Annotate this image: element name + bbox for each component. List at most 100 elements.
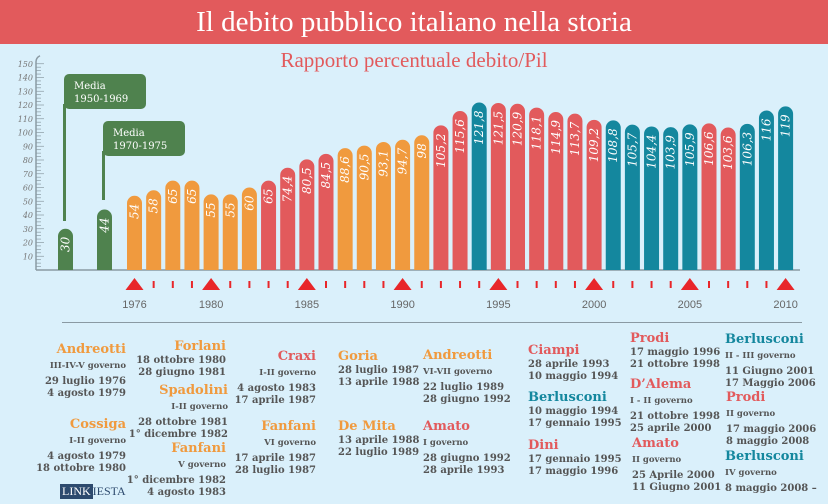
government-date: 28 giugno 1992: [423, 453, 511, 464]
government-date: 21 ottobre 1998: [630, 358, 720, 370]
government-date: 22 luglio 1989: [423, 382, 505, 393]
bar-1988: [356, 145, 372, 270]
government-entry: Amato I governo 28 giugno 1992 28 aprile 19…: [423, 418, 511, 476]
bar-1998: [548, 112, 564, 270]
bar-1989: [375, 141, 391, 270]
minor-year-tick: [382, 281, 385, 288]
government-name: Spadolini: [159, 383, 228, 398]
government-number: I-II governo: [259, 368, 316, 378]
government-date: 17 Maggio 2006: [725, 377, 816, 389]
government-name: Amato: [423, 419, 470, 434]
bar-value-label: 60: [242, 195, 256, 211]
bar-1994: [471, 102, 487, 270]
callout-line2: 1950-1969: [74, 94, 128, 105]
bar-value-label: 88,6: [338, 156, 352, 183]
bar-value-label: 106,3: [740, 131, 754, 166]
government-name: Andreotti: [56, 342, 126, 357]
bar-1993: [452, 111, 468, 270]
bar-value-label: 116: [759, 118, 773, 141]
x-tick-label: 1980: [199, 299, 223, 311]
bar-1990: [395, 139, 411, 270]
government-number: VI governo: [264, 438, 316, 448]
minor-year-tick: [765, 281, 768, 288]
government-date: 17 aprile 1987: [234, 453, 316, 464]
government-name: Berlusconi: [725, 332, 804, 347]
government-date: 22 luglio 1989: [338, 446, 420, 458]
government-name: Andreotti: [423, 348, 493, 363]
government-entry: Craxi I-II governo 4 agosto 1983 17 aprile …: [235, 348, 316, 406]
government-date: 21 ottobre 1998: [630, 411, 720, 422]
bar-value-label: 65: [185, 189, 199, 204]
government-date: 1° dicembre 1982: [128, 428, 228, 440]
x-tick-label: 2000: [582, 299, 606, 311]
major-year-marker: [680, 278, 699, 290]
major-year-marker: [202, 278, 221, 290]
bar-value-label: 98: [415, 143, 429, 159]
government-entry: D’Alema I - II governo 21 ottobre 1998 25 a…: [630, 376, 720, 434]
x-tick-label: 1995: [486, 299, 510, 311]
minor-year-tick: [612, 281, 615, 288]
bar-1984: [280, 167, 296, 270]
government-date: 28 aprile 1993: [423, 464, 505, 476]
minor-year-tick: [535, 281, 538, 288]
minor-year-tick: [325, 281, 327, 288]
average-callout: [103, 121, 185, 156]
minor-year-tick: [727, 281, 730, 288]
y-tick-label: 100: [18, 129, 33, 138]
government-name: Prodi: [630, 331, 670, 346]
minor-year-tick: [190, 281, 193, 288]
bar-value-label: 90,5: [357, 154, 371, 181]
minor-year-tick: [554, 281, 557, 288]
government-entry: Spadolini I-II governo 28 ottobre 1981 1° d…: [129, 382, 228, 440]
y-tick-label: 10: [23, 252, 33, 261]
minor-year-tick: [152, 281, 155, 288]
bar-value-label: 118,1: [530, 116, 544, 150]
minor-year-tick: [650, 281, 653, 288]
government-name: D’Alema: [630, 377, 692, 392]
government-entry: Cossiga I-II governo 4 agosto 1979 18 ottob…: [36, 416, 126, 474]
bar-value-label: 106,6: [702, 131, 716, 166]
government-number: II governo: [632, 455, 682, 465]
government-entry: Dini 17 gennaio 1995 17 maggio 1996: [528, 437, 622, 477]
bar-value-label: 103,6: [721, 135, 735, 170]
government-date: 10 maggio 1994: [528, 406, 619, 417]
bar-value-label: 55: [223, 202, 237, 217]
bar-value-label: 54: [128, 204, 142, 219]
bar-value-label: 113,7: [568, 121, 582, 156]
government-number: III-IV-V governo: [49, 361, 126, 371]
minor-year-tick: [363, 281, 366, 288]
y-tick-label: 20: [22, 239, 33, 248]
bar-1981: [222, 194, 238, 270]
x-tick-label: 1990: [390, 299, 414, 311]
debt-chart: 10 20 30 40 50 60 70 80 90 100 110 120 130 140 150 30 Me…: [18, 55, 800, 311]
bar-1986: [318, 153, 334, 270]
y-tick-label: 70: [23, 170, 33, 179]
bar-2006: [701, 123, 717, 270]
bar-value-label: 94,7: [396, 147, 410, 174]
bar-value-label: 105,9: [683, 132, 697, 167]
y-tick-label: 140: [18, 74, 33, 83]
government-entry: Amato II governo 25 Aprile 2000 11 Giugno 2…: [632, 435, 721, 493]
bar-2001: [605, 120, 621, 270]
bar-value-label: 30: [59, 236, 73, 252]
bar-value-label: 44: [98, 218, 112, 234]
page-title: Il debito pubblico italiano nella storia: [0, 0, 828, 44]
bar-value-label: 120,9: [511, 111, 525, 146]
y-tick-label: 150: [18, 60, 33, 69]
government-number: V governo: [178, 460, 226, 470]
bar-value-label: 55: [204, 202, 218, 217]
minor-year-tick: [459, 281, 462, 288]
government-date: 13 aprile 1988: [338, 435, 420, 446]
bar-value-label: 65: [262, 189, 276, 204]
bar-value-label: 115,6: [453, 119, 467, 154]
bar-2004: [663, 127, 679, 270]
government-name: Fanfani: [261, 419, 316, 434]
bar-value-label: 93,1: [376, 150, 390, 177]
government-date: 28 giugno 1981: [138, 366, 226, 378]
y-axis: [35, 55, 41, 270]
government-entry: Fanfani VI governo 17 aprile 1987 28 luglio…: [235, 418, 316, 476]
government-date: 25 aprile 2000: [630, 422, 712, 434]
government-entry: Forlani 18 ottobre 1980 28 giugno 1981: [136, 338, 226, 378]
divider: [62, 322, 802, 323]
bar-1991: [414, 135, 430, 270]
